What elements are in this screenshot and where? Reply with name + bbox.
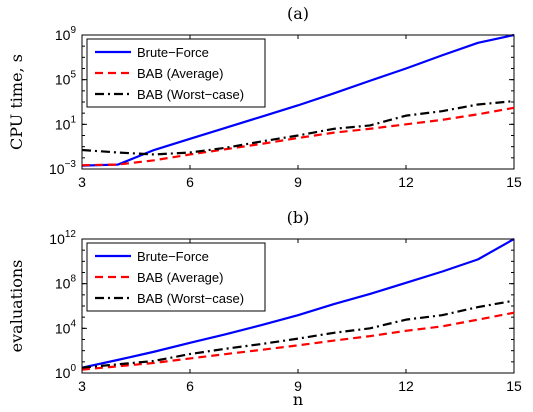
x-tick-label: 12 — [398, 174, 414, 190]
y-axis-label-a: CPU time, s — [7, 54, 26, 150]
x-tick-label: 12 — [398, 378, 414, 394]
series-line-a-1 — [81, 106, 515, 167]
x-tick-label: 6 — [186, 174, 194, 190]
legend-box — [86, 242, 266, 312]
legend-label: BAB (Average) — [137, 270, 223, 285]
chart-title-b: (b) — [287, 208, 310, 227]
series-line-a-2 — [81, 100, 515, 156]
series-line-b-0 — [81, 238, 515, 369]
x-tick-label: 6 — [186, 378, 194, 394]
y-tick-label: 10−3 — [49, 159, 76, 177]
series-line-a-0 — [81, 33, 515, 167]
y-tick-label: 109 — [55, 25, 77, 43]
legend-a: Brute−Force BAB (Average) BAB (Worst−case) — [86, 38, 266, 108]
chart-panel-b: (b) 3 6 9 12 15 100 104 108 1012 evaluations n Brute… — [7, 208, 522, 409]
legend-label: BAB (Worst−case) — [137, 87, 244, 102]
legend-label: BAB (Worst−case) — [137, 291, 244, 306]
y-tick-label: 1012 — [49, 229, 76, 247]
legend-label: BAB (Average) — [137, 66, 223, 81]
x-tick-label: 9 — [294, 378, 302, 394]
y-tick-label: 105 — [55, 70, 77, 88]
chart-panel-a: (a) 3 6 9 12 15 10−3 101 105 109 CPU time, s Brute−… — [7, 4, 522, 190]
x-tick-label: 15 — [506, 174, 522, 190]
x-tick-label: 3 — [78, 378, 86, 394]
x-axis-label-b: n — [293, 390, 303, 409]
y-tick-label: 104 — [55, 318, 77, 336]
x-tick-label: 9 — [294, 174, 302, 190]
y-tick-label: 100 — [55, 363, 77, 381]
x-tick-label: 15 — [506, 378, 522, 394]
x-tick-label: 3 — [78, 174, 86, 190]
y-tick-label: 108 — [55, 274, 77, 292]
series-line-b-2 — [81, 299, 515, 369]
legend-label: Brute−Force — [137, 249, 209, 264]
y-axis-label-b: evaluations — [7, 260, 26, 353]
legend-b: Brute−Force BAB (Average) BAB (Worst−case) — [86, 242, 266, 312]
y-tick-label: 101 — [55, 114, 77, 132]
legend-box — [86, 38, 266, 108]
series-line-b-1 — [81, 311, 515, 371]
chart-title-a: (a) — [287, 4, 309, 23]
legend-label: Brute−Force — [137, 45, 209, 60]
